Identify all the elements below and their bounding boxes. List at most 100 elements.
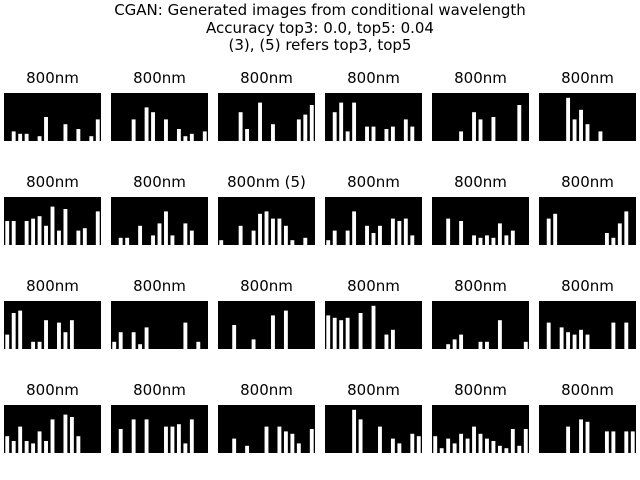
image-bar: [485, 235, 489, 245]
image-bar: [151, 112, 155, 141]
figure-title: CGAN: Generated images from conditional …: [0, 1, 640, 55]
generated-image-panel: [111, 93, 208, 141]
image-bar: [378, 225, 382, 245]
generated-image-panel: [4, 301, 101, 349]
image-bar: [371, 305, 376, 349]
panel-title: 800nm: [133, 277, 186, 295]
generated-image-panel: [325, 301, 422, 349]
image-bar: [403, 119, 408, 141]
image-bar: [37, 216, 42, 245]
image-bar: [18, 133, 23, 141]
image-bar: [339, 320, 344, 349]
image-bar: [553, 213, 558, 245]
panel-title: 800nm: [454, 381, 507, 399]
image-bar: [546, 218, 551, 245]
image-bar: [397, 443, 402, 453]
generated-image: [111, 405, 208, 453]
image-bar: [189, 230, 194, 245]
image-bar: [76, 230, 81, 245]
image-bar: [510, 429, 515, 453]
image-bar: [44, 225, 48, 245]
image-bar: [517, 105, 522, 141]
image-bar: [472, 235, 476, 245]
image-background: [111, 93, 208, 141]
image-bar: [459, 221, 464, 245]
image-bar: [630, 431, 635, 453]
title-line-1: CGAN: Generated images from conditional …: [114, 1, 526, 19]
image-bar: [118, 332, 123, 349]
generated-image-panel: [218, 197, 315, 245]
image-bar: [303, 237, 308, 245]
image-bar: [57, 322, 61, 349]
image-bar: [176, 129, 181, 141]
image-bar: [76, 436, 81, 453]
generated-image-panel: [539, 301, 636, 349]
image-bar: [290, 240, 295, 245]
image-bar: [37, 341, 42, 349]
image-bar: [170, 235, 175, 245]
image-bar: [183, 223, 188, 245]
image-bar: [452, 339, 457, 349]
image-bar: [339, 102, 344, 141]
image-bar: [585, 334, 590, 349]
image-bar: [497, 445, 502, 453]
generated-image-panel: [539, 405, 636, 453]
panel-title: 800nm: [240, 381, 293, 399]
panel-title: 800nm: [133, 173, 186, 191]
image-bar: [95, 119, 100, 141]
generated-image: [325, 197, 422, 245]
image-bar: [433, 436, 438, 453]
image-bar: [390, 438, 395, 453]
image-bar: [624, 322, 629, 349]
image-background: [325, 405, 422, 453]
image-bar: [118, 429, 123, 453]
panel-title: 800nm: [454, 277, 507, 295]
generated-image: [111, 197, 208, 245]
image-bar: [144, 327, 149, 349]
image-bar: [44, 320, 48, 349]
generated-image: [432, 405, 529, 453]
image-bar: [604, 431, 609, 453]
image-bar: [170, 426, 175, 453]
image-bar: [478, 433, 483, 453]
image-bar: [164, 119, 168, 141]
image-bar: [164, 426, 168, 453]
image-bar: [598, 131, 603, 141]
image-bar: [44, 117, 48, 141]
generated-image-panel: [218, 93, 315, 141]
image-bar: [157, 223, 162, 245]
image-bar: [491, 237, 496, 245]
image-background: [4, 93, 101, 141]
image-bar: [283, 310, 288, 349]
image-bar: [579, 329, 583, 349]
image-bar: [245, 445, 250, 453]
image-bar: [63, 414, 68, 453]
image-bar: [245, 129, 250, 141]
image-bar: [617, 223, 622, 245]
image-bar: [579, 419, 583, 453]
generated-image: [4, 301, 101, 349]
image-bar: [57, 230, 61, 245]
panel-title: 800nm: [561, 69, 614, 87]
image-bar: [296, 443, 301, 453]
image-bar: [232, 325, 237, 349]
panel-title: 800nm: [561, 381, 614, 399]
image-bar: [459, 433, 464, 453]
image-bar: [491, 117, 496, 141]
image-bar: [566, 426, 571, 453]
image-bar: [131, 332, 136, 349]
image-bar: [89, 136, 94, 141]
panel-title: 800nm: [26, 173, 79, 191]
panel-title: 800nm: [454, 173, 507, 191]
image-bar: [446, 438, 451, 453]
image-bar: [365, 225, 369, 245]
image-bar: [63, 209, 68, 245]
image-bar: [50, 206, 55, 245]
image-bar: [202, 131, 207, 141]
panel-title: 800nm: [347, 381, 400, 399]
image-bar: [510, 230, 515, 245]
image-bar: [579, 109, 583, 141]
image-background: [432, 301, 529, 349]
image-bar: [164, 211, 168, 245]
image-bar: [138, 225, 143, 245]
